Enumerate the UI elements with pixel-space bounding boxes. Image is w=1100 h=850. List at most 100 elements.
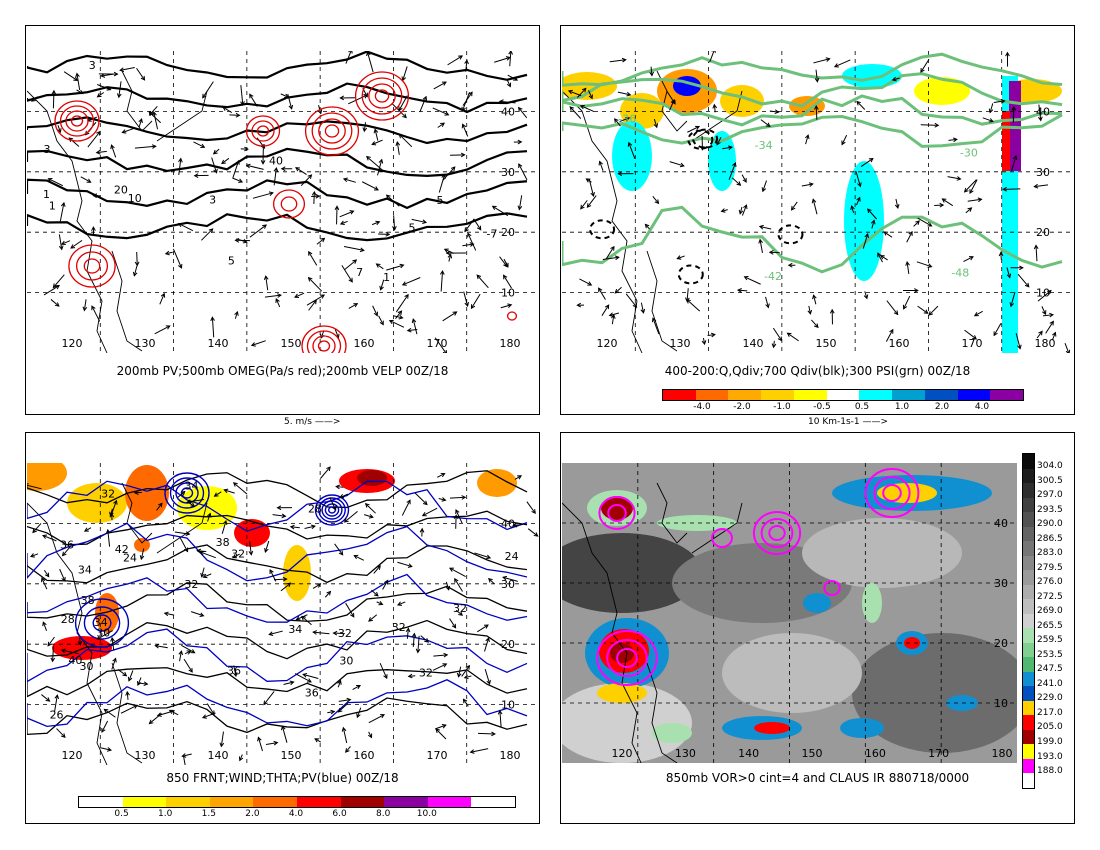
contour-label: 1 (49, 200, 56, 213)
contour-rings (823, 580, 841, 596)
panel-frontogenesis: 38 36 42 40 38 36 36 34 34 34 32 32 32 26 24 24 32 30 28 28… (25, 432, 540, 824)
colorbar-frontogenesis-swatch (471, 797, 515, 807)
colorbar-moisture-swatch (892, 390, 925, 400)
contour-label: 34 (78, 563, 92, 576)
colorbar-ir (1022, 453, 1035, 789)
colorbar-ir-label: 300.5 (1037, 475, 1063, 486)
lat-label-10: 10 (994, 697, 1008, 710)
colorbar-ir-label: 304.0 (1037, 461, 1063, 472)
colorbar-ir-label: 276.0 (1037, 577, 1063, 588)
lat-label-40: 40 (501, 517, 515, 530)
colorbar-ir-label: 272.5 (1037, 591, 1063, 602)
contour-rings (304, 106, 360, 156)
colorbar-moisture-label: -0.5 (813, 402, 831, 412)
contour-label: -7 (487, 228, 498, 241)
colorbar-ir-swatch (1023, 526, 1034, 542)
colorbar-ir-swatch (1023, 468, 1034, 484)
colorbar-ir-swatch (1023, 729, 1034, 745)
colorbar-ir-swatch (1023, 497, 1034, 513)
contour-label: -36 (618, 112, 636, 125)
colorbar-moisture-label: 2.0 (934, 402, 950, 412)
colorbar-ir-label: 199.0 (1037, 736, 1063, 747)
lat-label-10: 10 (501, 699, 515, 712)
colorbar-frontogenesis-swatch (340, 797, 385, 807)
lat-label-30: 30 (501, 166, 515, 179)
lat-label-20: 20 (994, 637, 1008, 650)
lon-label-170: 170 (962, 337, 983, 350)
lat-label-40: 40 (501, 105, 515, 118)
colorbar-moisture-label: 0.5 (854, 402, 870, 412)
colorbar-moisture-swatch (990, 390, 1024, 400)
colorbar-moisture-label: 4.0 (974, 402, 990, 412)
contour-labels: 38 36 42 40 38 36 36 34 34 34 32 32 32 26 24 24 32 30 28 28… (50, 479, 519, 721)
colorbar-ir-swatch (1023, 555, 1034, 571)
contour-label: 34 (94, 616, 108, 629)
lon-label-150: 150 (816, 337, 837, 350)
lat-label-30: 30 (994, 577, 1008, 590)
contour-rings (864, 468, 920, 518)
colorbar-moisture-labels: -4.0 -2.0 -1.0 -0.5 0.5 1.0 2.0 4.0 (662, 402, 1022, 414)
contour-label: -30 (960, 146, 978, 159)
contour-rings (54, 100, 100, 142)
lat-label-20: 20 (501, 226, 515, 239)
contour-label: 24 (505, 550, 519, 563)
grid-lines (27, 51, 540, 353)
colorbar-ir-label: 286.5 (1037, 533, 1063, 544)
contour-rings (301, 325, 347, 353)
colorbar-ir-swatch (1023, 454, 1034, 469)
scale-text-pv: 5. m/s (284, 417, 312, 427)
contour-label: 28 (61, 613, 75, 626)
contour-label: 34 (185, 479, 199, 492)
contour-label: 20 (114, 183, 128, 196)
colorbar-ir-label: 297.0 (1037, 490, 1063, 501)
lon-label-140: 140 (208, 337, 229, 350)
colorbar-ir-swatch (1023, 483, 1034, 498)
panel-vorticity-ir: 120 130 140 150 160 170 180 10 20 30 40 304.0 300.5… (560, 432, 1075, 824)
contour-label: 5 (408, 221, 415, 234)
coastline (27, 70, 208, 353)
colorbar-frontogenesis-swatch (166, 797, 210, 807)
contour-rings (272, 189, 306, 219)
grid-lines (27, 463, 540, 765)
colorbar-moisture (662, 389, 1024, 401)
contour-label: 30 (96, 627, 110, 640)
contour-rings (68, 244, 116, 288)
contour-label: 3 (43, 143, 50, 156)
axis-labels: 120 130 140 150 160 170 180 10 20 30 40 (612, 517, 1013, 760)
lon-label-120: 120 (612, 747, 633, 760)
colorbar-moisture-swatch (663, 390, 696, 400)
colorbar-ir-swatch (1023, 657, 1034, 672)
colorbar-ir-label: 279.5 (1037, 562, 1063, 573)
colorbar-frontogenesis-swatch (253, 797, 297, 807)
lon-label-160: 160 (354, 337, 375, 350)
map-pv-omega: 5 7 5 3 -7 1 5 3 1 1 40 20 10 3 120 130 140 150 160 170 180 1… (27, 51, 540, 353)
lon-label-130: 130 (670, 337, 691, 350)
contour-label: -42 (764, 270, 782, 283)
colorbar-ir-swatch (1023, 584, 1034, 600)
colorbar-frontogenesis (78, 796, 516, 808)
lat-label-40: 40 (1036, 105, 1050, 118)
wind-arrows (567, 51, 1071, 353)
lon-label-180: 180 (992, 747, 1013, 760)
colorbar-ir-label: 290.0 (1037, 519, 1063, 530)
colorbar-frontogenesis-label: 4.0 (288, 809, 304, 819)
lat-label-10: 10 (1036, 287, 1050, 300)
colorbar-frontogenesis-swatch (296, 797, 341, 807)
contour-label: 36 (305, 687, 319, 700)
contour-label: 1 (43, 188, 50, 201)
colorbar-ir-swatch (1023, 700, 1034, 716)
colorbar-ir-swatch (1023, 715, 1034, 730)
contour-label: 7 (356, 266, 363, 279)
lon-label-180: 180 (500, 749, 521, 762)
contour-rings (598, 496, 636, 530)
coastline (562, 482, 743, 763)
lat-label-10: 10 (501, 287, 515, 300)
colorbar-ir-swatch (1023, 686, 1034, 701)
lon-label-120: 120 (62, 337, 83, 350)
colorbar-moisture-swatch (761, 390, 794, 400)
lon-label-150: 150 (281, 337, 302, 350)
lon-label-150: 150 (281, 749, 302, 762)
colorbar-moisture-label: -4.0 (693, 402, 711, 412)
lon-label-170: 170 (427, 749, 448, 762)
scale-label-moisture: 10 Km-1s-1 ——> (808, 417, 888, 427)
